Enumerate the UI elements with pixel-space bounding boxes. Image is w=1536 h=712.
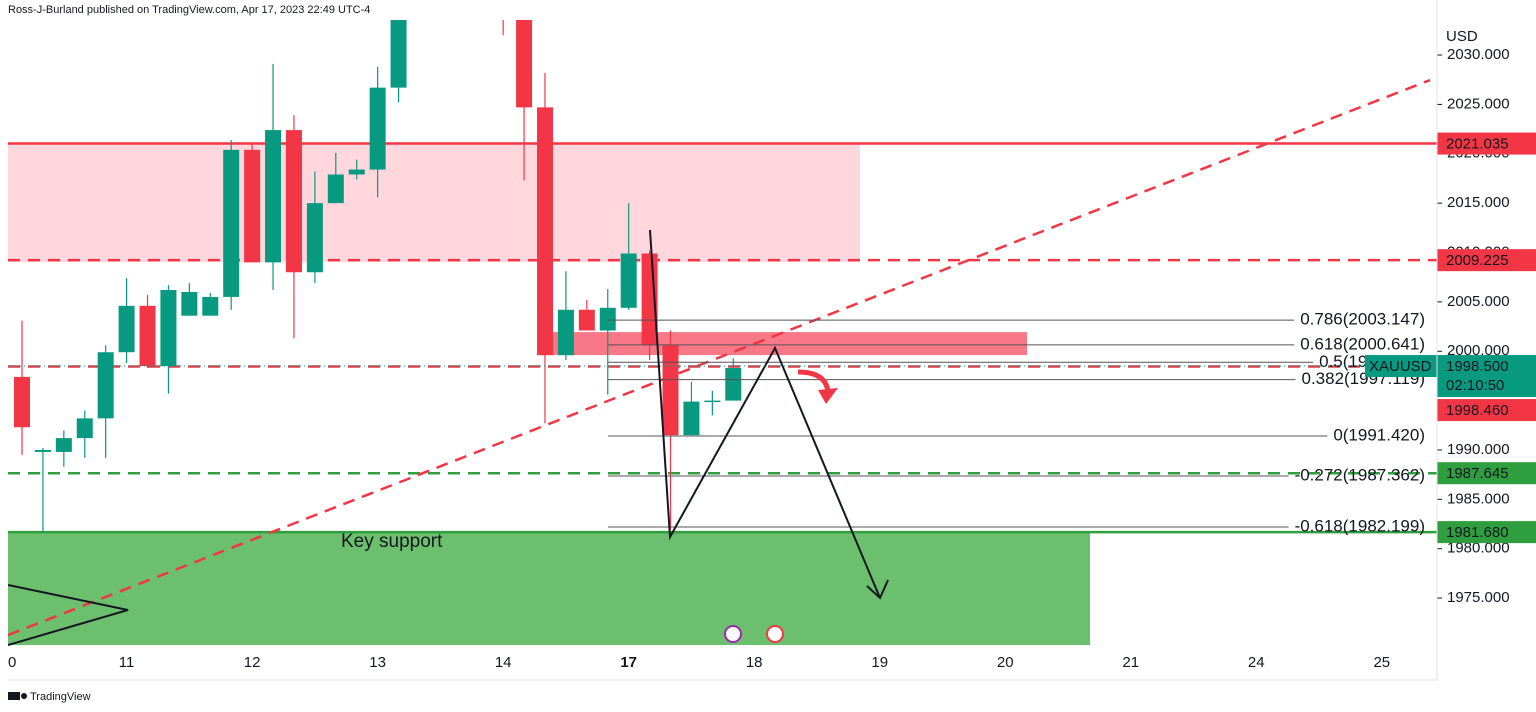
x-tick-label: 24 xyxy=(1248,654,1265,671)
candle-body xyxy=(118,305,135,353)
trendline xyxy=(8,78,1431,637)
candle-body xyxy=(369,87,386,170)
price-label: 1987.645 xyxy=(1446,465,1509,482)
curved-arrow-head xyxy=(818,388,838,404)
y-tick-label: 2005.000 xyxy=(1447,293,1510,310)
candle-body xyxy=(578,309,595,331)
y-tick-label: 2000.000 xyxy=(1447,342,1510,359)
y-tick-label: 1980.000 xyxy=(1447,540,1510,557)
plot-area: Key support 0.786(2003.147) 0.618(2000.641… xyxy=(8,0,1437,646)
x-tick-label: 17 xyxy=(620,654,637,671)
candle-body xyxy=(557,309,574,356)
zone xyxy=(8,532,1090,646)
x-tick-label: 20 xyxy=(997,654,1014,671)
candle-body xyxy=(160,290,177,367)
price-label: 2021.035 xyxy=(1446,136,1509,153)
last-price-box xyxy=(1437,355,1536,398)
x-tick-label: 25 xyxy=(1373,654,1390,671)
y-tick-label: 1990.000 xyxy=(1447,441,1510,458)
x-tick-label: 12 xyxy=(244,654,261,671)
candle-body xyxy=(244,149,261,263)
zone xyxy=(553,332,1027,356)
event-icon xyxy=(766,625,784,643)
candle-body xyxy=(327,174,344,204)
y-tick-label: 2025.000 xyxy=(1447,95,1510,112)
candle-body xyxy=(620,253,637,308)
zone xyxy=(8,143,860,263)
footer: TradingView xyxy=(30,691,91,703)
drawing-arrow xyxy=(649,229,889,600)
candle-body xyxy=(181,291,198,316)
candle-body xyxy=(285,130,302,273)
candle-body xyxy=(14,376,30,428)
candle-body xyxy=(704,400,721,403)
drawing-triangle xyxy=(8,584,129,646)
price-label-box xyxy=(1437,462,1536,485)
candle-body xyxy=(202,296,219,316)
event-icon xyxy=(724,625,742,643)
symbol-label: XAUUSD xyxy=(1369,358,1432,375)
last-price-label: 1998.500 xyxy=(1446,358,1509,375)
candle-body xyxy=(97,352,114,419)
candle-body xyxy=(599,307,616,331)
x-tick-label: 13 xyxy=(369,654,386,671)
candle-body xyxy=(55,438,72,452)
candle-body xyxy=(139,305,156,367)
x-tick-label: 19 xyxy=(871,654,888,671)
curved-arrow xyxy=(797,369,831,393)
price-label-box xyxy=(1437,249,1536,272)
x-tick-label: 14 xyxy=(495,654,512,671)
candle-body xyxy=(76,418,93,439)
fib-label: -0.618(1982.199) xyxy=(1295,516,1425,535)
candle-body xyxy=(725,368,742,401)
x-tick-label: 21 xyxy=(1122,654,1139,671)
candle-body xyxy=(495,0,511,11)
y-tick-label: 1985.000 xyxy=(1447,490,1510,507)
x-tick-label: 0 xyxy=(8,654,16,671)
price-label: 1998.460 xyxy=(1446,402,1509,419)
candle-body xyxy=(348,169,365,175)
fib-label: -0.272(1987.362) xyxy=(1295,465,1425,484)
price-label-box xyxy=(1437,132,1536,155)
fib-label: 0(1991.420) xyxy=(1333,425,1425,444)
candle-body xyxy=(390,20,407,88)
candle-body xyxy=(34,449,51,452)
candle-body xyxy=(306,203,323,273)
price-axis: 2030.0002025.0002020.0002015.0002010.000… xyxy=(1365,46,1536,606)
price-label-box xyxy=(1437,521,1536,544)
fib-label: 0.786(2003.147) xyxy=(1300,310,1425,329)
fib-label: 0.618(2000.641) xyxy=(1300,334,1425,353)
currency: USD xyxy=(1446,28,1478,45)
symbol-box xyxy=(1365,355,1437,378)
y-tick-label: 2015.000 xyxy=(1447,194,1510,211)
candle-body xyxy=(516,20,533,108)
candle-body xyxy=(683,401,700,436)
price-label-box xyxy=(1437,399,1536,422)
candle-body xyxy=(537,107,553,356)
y-tick-label: 2030.000 xyxy=(1447,46,1510,63)
y-tick-label: 1975.000 xyxy=(1447,589,1510,606)
price-label: 2009.225 xyxy=(1446,252,1509,269)
candle-body xyxy=(662,345,679,436)
x-tick-label: 18 xyxy=(746,654,763,671)
candle-body xyxy=(223,149,240,297)
x-tick-label: 11 xyxy=(119,654,135,671)
countdown: 02:10:50 xyxy=(1446,377,1504,394)
logo xyxy=(8,692,27,700)
annotation: Key support xyxy=(341,531,443,552)
header: Ross-J-Burland published on TradingView.… xyxy=(8,4,370,16)
price-label: 1981.680 xyxy=(1446,524,1509,541)
candle-body xyxy=(265,130,282,263)
